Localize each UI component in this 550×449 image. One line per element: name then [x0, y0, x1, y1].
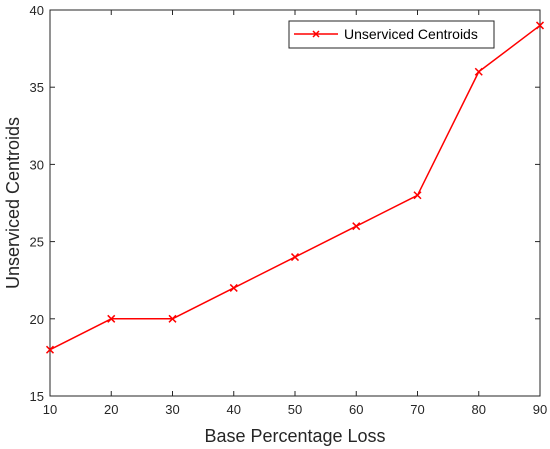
y-tick-label: 20 [30, 312, 44, 327]
x-tick-label: 80 [472, 402, 486, 417]
y-axis-title: Unserviced Centroids [3, 117, 23, 289]
legend: Unserviced Centroids [288, 20, 495, 49]
data-point-marker [413, 191, 422, 200]
x-axis-title: Base Percentage Loss [204, 426, 385, 446]
data-point-marker [352, 222, 361, 231]
series-layer [45, 21, 545, 354]
y-tick-label: 15 [30, 389, 44, 404]
data-point-marker [535, 21, 545, 30]
y-tick-label: 25 [30, 235, 44, 250]
x-tick-label: 70 [410, 402, 424, 417]
plot-area [49, 9, 541, 397]
y-tick-label: 40 [30, 3, 44, 18]
x-tick-label: 60 [349, 402, 363, 417]
data-point-marker [474, 67, 483, 76]
x-tick-label: 50 [288, 402, 302, 417]
y-tick-label: 35 [30, 80, 44, 95]
x-tick-label: 40 [227, 402, 241, 417]
legend-label: Unserviced Centroids [344, 26, 478, 42]
data-point-marker [107, 314, 116, 323]
data-point-marker [45, 345, 55, 354]
legend-marker-x-icon [312, 30, 320, 38]
x-tick-label: 20 [104, 402, 118, 417]
x-tick-label: 90 [533, 402, 547, 417]
data-point-marker [168, 314, 177, 323]
x-tick-label: 30 [165, 402, 179, 417]
data-point-marker [290, 253, 300, 262]
x-tick-label: 10 [43, 402, 57, 417]
axis-ticks: 10 20 30 40 50 60 70 80 90 15 20 25 30 35 40 [30, 3, 548, 417]
y-tick-label: 30 [30, 157, 44, 172]
data-point-marker [229, 283, 238, 292]
